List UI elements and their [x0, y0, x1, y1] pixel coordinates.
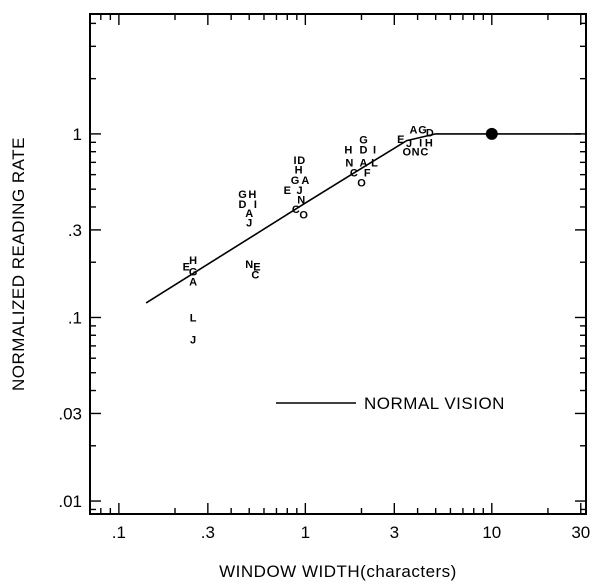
data-point-o: O [357, 177, 366, 189]
data-point-j: J [296, 185, 302, 197]
data-point-l: L [371, 157, 378, 169]
y-axis-label: NORMALIZED READING RATE [9, 137, 28, 391]
data-point-g: G [189, 267, 198, 279]
data-point-e: E [253, 261, 260, 273]
data-point-j: J [190, 334, 196, 346]
data-point-d: D [360, 145, 368, 157]
x-tick-label: 30 [571, 523, 590, 542]
data-point-i: I [419, 137, 422, 149]
data-point-d: D [239, 199, 247, 211]
legend-label: NORMAL VISION [364, 394, 505, 413]
data-point-n: N [345, 157, 353, 169]
y-tick-label: .3 [68, 221, 82, 240]
data-point-n: N [297, 194, 305, 206]
data-point-l: L [190, 313, 197, 325]
data-point-g: G [359, 135, 368, 147]
data-point-i: I [373, 145, 376, 157]
normal-vision-marker [485, 127, 498, 140]
data-point-h: H [425, 137, 433, 149]
data-point-h: H [189, 255, 197, 267]
data-point-g: G [238, 189, 247, 201]
data-point-g: G [418, 124, 427, 136]
data-point-j: J [246, 217, 252, 229]
data-point-a: A [245, 208, 253, 220]
data-point-i: I [293, 155, 296, 167]
y-tick-label: 1 [73, 125, 82, 144]
data-point-a: A [189, 277, 197, 289]
y-tick-label: .1 [68, 308, 82, 327]
data-point-h: H [295, 165, 303, 177]
data-point-f: F [364, 168, 371, 180]
data-point-c: C [292, 204, 300, 216]
data-point-d: D [426, 127, 434, 139]
data-point-d: D [297, 155, 305, 167]
plot-frame [89, 13, 587, 515]
data-point-c: C [251, 270, 259, 282]
data-point-n: N [412, 147, 420, 159]
x-tick-label: .1 [112, 523, 126, 542]
data-point-c: C [350, 168, 358, 180]
data-point-a: A [360, 157, 368, 169]
data-point-a: A [301, 175, 309, 187]
y-tick-label: .03 [58, 404, 82, 423]
axis-ticks [89, 14, 586, 514]
x-tick-label: 3 [390, 523, 399, 542]
x-tick-label: .3 [201, 523, 215, 542]
data-point-i: I [254, 199, 257, 211]
data-point-h: H [248, 189, 256, 201]
y-tick-label: .01 [58, 492, 82, 511]
normal-vision-line [145, 133, 581, 304]
data-point-o: O [403, 147, 412, 159]
axis-tick-labels: .1 .3 1 3 10 30 .01 .03 .1 .3 1 [58, 125, 590, 542]
data-point-e: E [397, 134, 404, 146]
data-point-e: E [284, 185, 291, 197]
data-point-a: A [410, 124, 418, 136]
x-axis-label: WINDOW WIDTH(characters) [219, 562, 457, 581]
data-point-c: C [420, 147, 428, 159]
data-point-g: G [291, 175, 300, 187]
data-point-h: H [344, 145, 352, 157]
x-tick-label: 10 [482, 523, 501, 542]
data-point-e: E [183, 261, 190, 273]
x-tick-label: 1 [301, 523, 310, 542]
data-point-o: O [299, 209, 308, 221]
data-point-n: N [245, 259, 253, 271]
data-point-j: J [406, 138, 412, 150]
